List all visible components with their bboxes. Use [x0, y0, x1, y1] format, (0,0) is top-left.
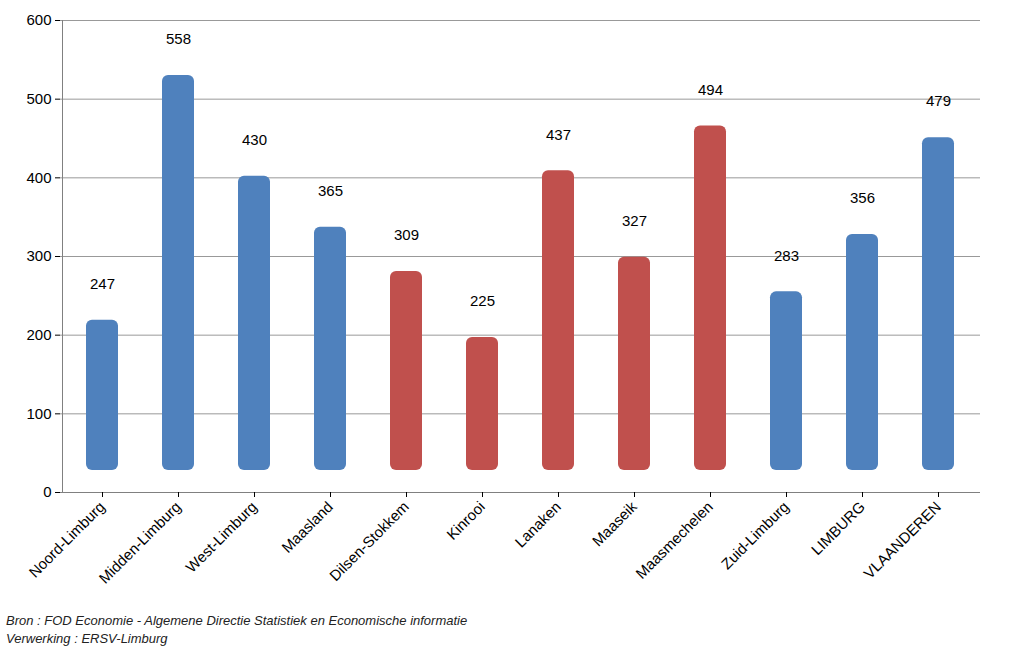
svg-text:Kinrooi: Kinrooi: [443, 498, 488, 543]
html-text:Bron : FOD Economie - Algemene: Bron : FOD Economie - Algemene Directie …: [6, 613, 468, 628]
svg-text:300: 300: [26, 247, 51, 264]
svg-text:Maasmechelen: Maasmechelen: [632, 498, 716, 582]
svg-text:VLAANDEREN: VLAANDEREN: [860, 498, 944, 582]
svg-text:430: 430: [242, 131, 267, 148]
svg-text:Maasland: Maasland: [278, 498, 336, 556]
svg-text:494: 494: [698, 81, 723, 98]
svg-text:Lanaken: Lanaken: [511, 498, 564, 551]
svg-text:479: 479: [926, 92, 951, 109]
svg-text:200: 200: [26, 326, 51, 343]
svg-text:Noord-Limburg: Noord-Limburg: [25, 498, 108, 581]
svg-text:283: 283: [774, 247, 799, 264]
svg-text:309: 309: [394, 226, 419, 243]
svg-text:558: 558: [166, 30, 191, 47]
svg-text:600: 600: [26, 11, 51, 28]
svg-text:Dilsen-Stokkem: Dilsen-Stokkem: [326, 498, 412, 584]
svg-text:365: 365: [318, 182, 343, 199]
svg-text:0: 0: [43, 483, 51, 500]
svg-text:327: 327: [622, 212, 647, 229]
svg-text:Midden-Limburg: Midden-Limburg: [95, 498, 184, 587]
svg-text:247: 247: [90, 275, 115, 292]
svg-text:500: 500: [26, 90, 51, 107]
svg-text:100: 100: [26, 405, 51, 422]
svg-text:LIMBURG: LIMBURG: [808, 498, 868, 558]
html-text:Verwerking : ERSV-Limburg: Verwerking : ERSV-Limburg: [6, 631, 168, 646]
svg-text:Zuid-Limburg: Zuid-Limburg: [718, 498, 793, 573]
svg-text:225: 225: [470, 292, 495, 309]
svg-text:Maaseik: Maaseik: [588, 497, 640, 549]
svg-text:356: 356: [850, 189, 875, 206]
svg-text:400: 400: [26, 169, 51, 186]
svg-text:437: 437: [546, 126, 571, 143]
svg-text:West-Limburg: West-Limburg: [182, 498, 260, 576]
